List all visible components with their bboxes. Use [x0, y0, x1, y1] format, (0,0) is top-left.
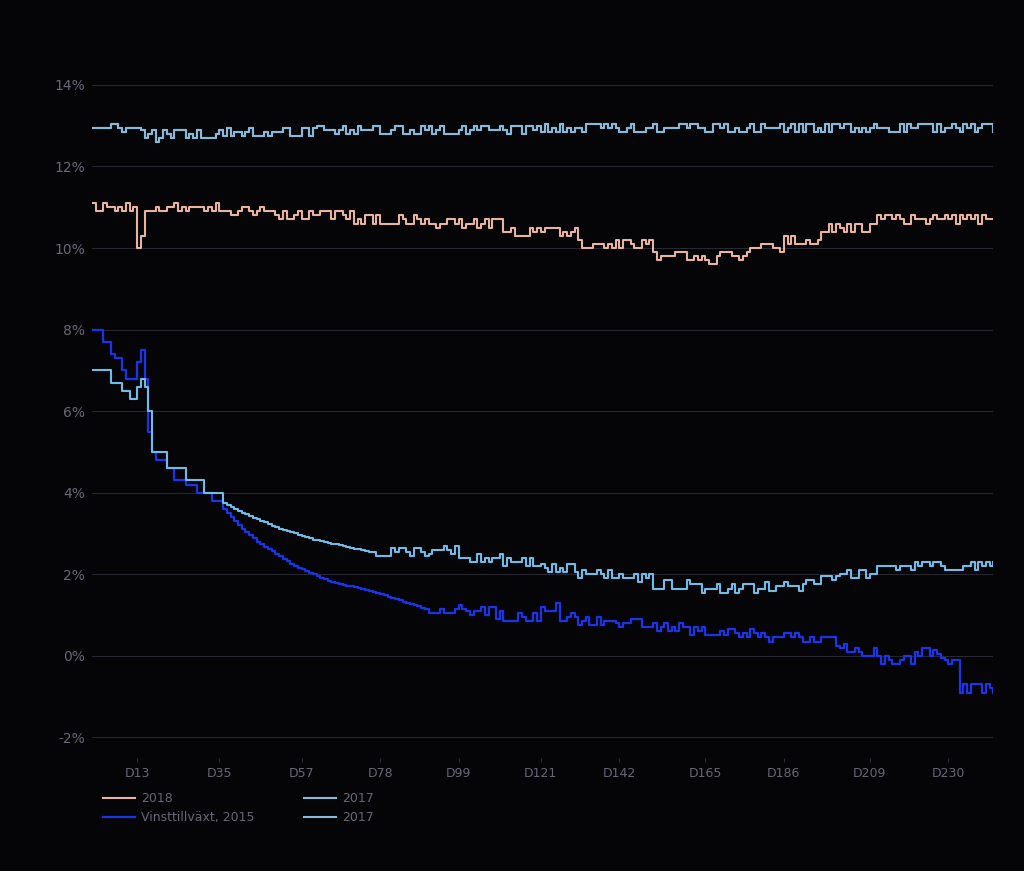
2018 [116, 206, 128, 217]
Line: 2017: 2017 [92, 124, 993, 142]
2018 [553, 231, 565, 241]
2017 [987, 126, 999, 137]
2017 [415, 120, 427, 131]
2017 [692, 123, 705, 133]
Vinsttillväxt, 2015 [86, 324, 98, 334]
Vinsttillväxt, 2015 [553, 616, 565, 626]
2017 [602, 123, 614, 133]
2017 [120, 123, 132, 133]
Vinsttillväxt, 2015 [116, 365, 128, 375]
2018 [564, 226, 577, 237]
2017 [120, 123, 132, 133]
2017 [602, 123, 614, 133]
Vinsttillväxt, 2015 [564, 608, 577, 618]
2016 [595, 569, 607, 579]
2018 [702, 259, 715, 269]
Line: Vinsttillväxt, 2015: Vinsttillväxt, 2015 [92, 329, 993, 692]
2017 [572, 123, 585, 133]
Line: 2016: 2016 [92, 370, 993, 592]
Vinsttillväxt, 2015 [684, 631, 696, 641]
Vinsttillväxt, 2015 [987, 687, 999, 698]
Vinsttillväxt, 2015 [595, 620, 607, 631]
2018 [987, 214, 999, 225]
2016 [553, 563, 565, 573]
2017 [150, 137, 162, 147]
2016 [987, 557, 999, 567]
2017 [86, 123, 98, 133]
Vinsttillväxt, 2015 [408, 600, 420, 611]
2016 [695, 587, 708, 598]
2017 [572, 123, 585, 133]
2016 [86, 365, 98, 375]
2018 [408, 210, 420, 220]
2017 [415, 120, 427, 131]
2017 [987, 126, 999, 137]
Vinsttillväxt, 2015 [953, 687, 966, 698]
2018 [684, 255, 696, 266]
2017 [86, 123, 98, 133]
Line: 2018: 2018 [92, 203, 993, 264]
2016 [684, 579, 696, 590]
2017 [561, 123, 573, 133]
2018 [86, 198, 98, 208]
Legend: 2018, Vinsttillväxt, 2015, 2017, 2017: 2018, Vinsttillväxt, 2015, 2017, 2017 [98, 787, 379, 829]
2017 [104, 118, 117, 129]
Line: 2017: 2017 [92, 124, 993, 142]
2017 [150, 137, 162, 147]
2016 [116, 386, 128, 396]
2018 [595, 239, 607, 249]
2016 [564, 559, 577, 570]
2016 [408, 543, 420, 553]
2017 [104, 118, 117, 129]
2017 [561, 123, 573, 133]
2017 [692, 123, 705, 133]
